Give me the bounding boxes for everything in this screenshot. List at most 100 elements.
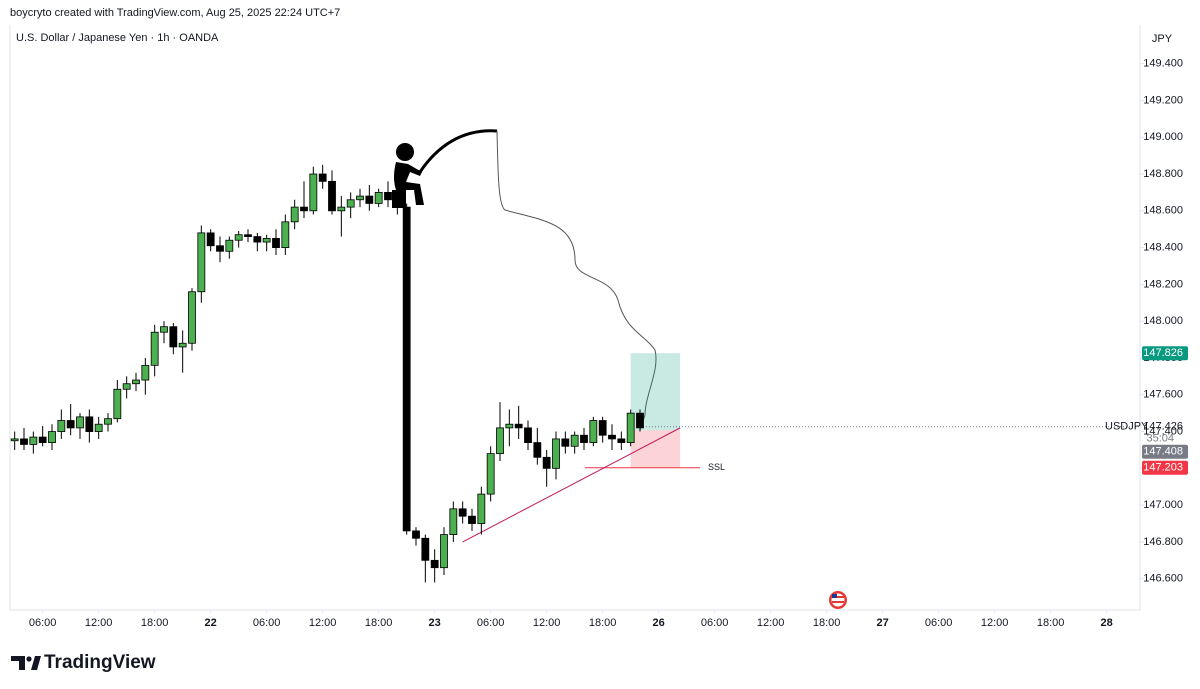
y-tick-label: 149.000 <box>1143 131 1183 143</box>
x-tick-label: 26 <box>653 617 665 629</box>
stop-loss-label: 147.203 <box>1143 462 1183 474</box>
x-tick-label: 27 <box>877 617 889 629</box>
y-tick-label: 146.800 <box>1143 536 1183 548</box>
candle-body <box>290 206 299 223</box>
candle-body <box>561 438 570 447</box>
candle-body <box>262 237 271 243</box>
candle-body <box>29 436 38 445</box>
currency: JPY <box>1152 33 1173 45</box>
candle-body <box>132 379 140 385</box>
x-tick-label: 12:00 <box>757 617 785 629</box>
take-profit-badge <box>1142 346 1188 361</box>
candle-body <box>244 234 252 237</box>
candle-body <box>365 195 374 204</box>
candle-body <box>113 388 122 420</box>
event-flag <box>829 591 847 609</box>
candle-body <box>533 442 542 458</box>
candle-body <box>122 383 131 390</box>
candle-body <box>626 412 635 443</box>
candle-body <box>234 234 243 241</box>
candle-body <box>188 291 196 344</box>
candle-body <box>253 236 262 243</box>
candle-body <box>552 438 560 469</box>
candle-body <box>169 326 178 348</box>
candle-body <box>272 237 280 248</box>
entry-label: 147.408 <box>1143 446 1183 458</box>
y-tick-label: 149.400 <box>1143 58 1183 70</box>
candle-body <box>104 418 112 425</box>
candle-body <box>477 493 486 524</box>
y-tick-label: 147.000 <box>1143 499 1183 511</box>
candle-body <box>617 438 626 443</box>
x-tick-label: 18:00 <box>813 617 841 629</box>
y-tick-label: 147.400 <box>1143 425 1183 437</box>
y-tick-label: 148.000 <box>1143 315 1183 327</box>
candle-body <box>542 456 551 469</box>
x-tick-label: 12:00 <box>533 617 561 629</box>
candle-body <box>141 364 150 381</box>
candle-body <box>636 412 644 429</box>
candle-body <box>337 206 346 212</box>
chart-title: U.S. Dollar / Japanese Yen · 1h · OANDA <box>16 32 219 44</box>
current-price-label: 147.426 <box>1143 421 1183 433</box>
candle-body <box>449 508 458 535</box>
candle-body <box>393 199 402 208</box>
candle-body <box>402 206 411 532</box>
brand-logo <box>11 656 41 670</box>
candle-body <box>150 331 159 366</box>
stop-loss-badge <box>1142 460 1188 475</box>
y-tick-label: 148.400 <box>1143 242 1183 254</box>
stop-loss-zone <box>630 430 681 468</box>
candle-body <box>598 420 607 436</box>
x-tick-label: 18:00 <box>589 617 617 629</box>
candle-body <box>384 192 392 201</box>
y-tick-label: 148.600 <box>1143 205 1183 217</box>
candle-body <box>589 420 598 443</box>
candle-body <box>57 420 66 432</box>
candle-body <box>85 416 94 432</box>
candle-body <box>346 199 355 208</box>
candle-body <box>570 434 579 447</box>
candle-body <box>421 537 430 561</box>
candle-body <box>281 221 290 248</box>
x-tick-label: 12:00 <box>981 617 1009 629</box>
candle-body <box>76 416 84 429</box>
trendline <box>462 427 681 543</box>
candle-body <box>48 431 56 443</box>
candle-body <box>10 438 19 442</box>
candle-body <box>458 508 467 517</box>
x-tick-label: 18:00 <box>141 617 169 629</box>
symbol: USDJPY <box>1105 421 1149 433</box>
brand: TradingView <box>44 652 156 673</box>
candle-body <box>216 245 224 252</box>
y-tick-label: 147.600 <box>1143 389 1183 401</box>
x-tick-label: 06:00 <box>253 617 281 629</box>
candle-body <box>178 342 187 348</box>
x-tick-label: 06:00 <box>29 617 57 629</box>
y-tick-label: 149.200 <box>1143 94 1183 106</box>
candle-body <box>608 434 616 440</box>
candle-body <box>66 420 75 429</box>
candle-body <box>580 434 588 443</box>
x-tick-label: 06:00 <box>477 617 505 629</box>
x-tick-label: 06:00 <box>925 617 953 629</box>
countdown: 35:04 <box>1146 433 1174 445</box>
candle-body <box>374 192 383 204</box>
candle-body <box>356 195 364 201</box>
candle-body <box>225 239 234 252</box>
candle-body <box>94 423 103 432</box>
candle-body <box>486 453 495 495</box>
credit: boycryto created with TradingView.com, A… <box>10 7 340 19</box>
x-tick-label: 23 <box>429 617 441 629</box>
candle-body <box>524 427 532 443</box>
candle-body <box>197 232 206 293</box>
candle-body <box>318 173 327 182</box>
x-tick-label: 12:00 <box>85 617 113 629</box>
x-tick-label: 22 <box>205 617 217 629</box>
candle-body <box>300 206 308 212</box>
x-tick-label: 12:00 <box>309 617 337 629</box>
candle-body <box>309 173 318 212</box>
take-profit-label: 147.826 <box>1143 347 1183 359</box>
candle-body <box>430 559 439 569</box>
